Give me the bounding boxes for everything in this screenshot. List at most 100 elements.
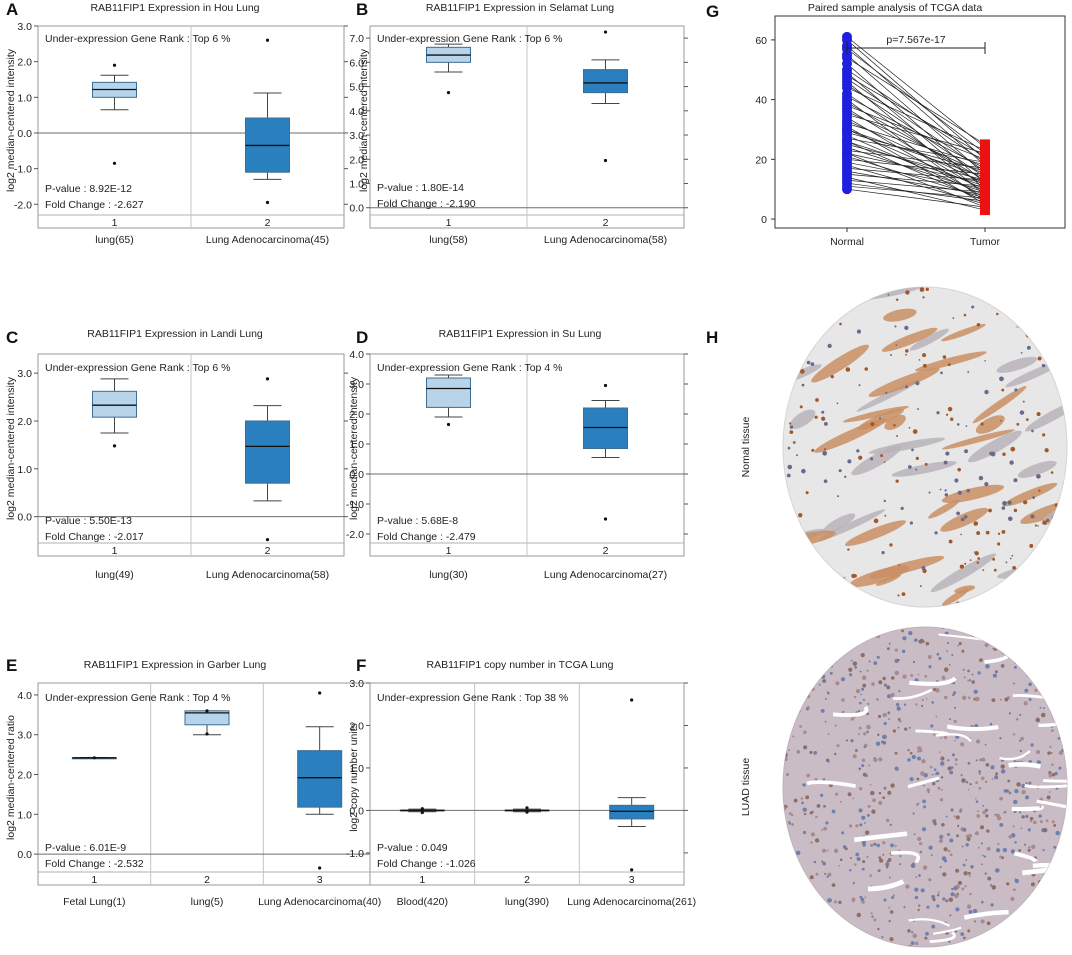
outlier-point bbox=[603, 158, 608, 163]
tumor-cell bbox=[930, 724, 934, 728]
tumor-cell bbox=[1060, 942, 1065, 947]
tumor-cell bbox=[779, 784, 781, 786]
stained-cell bbox=[905, 385, 908, 389]
stained-cell bbox=[883, 461, 886, 463]
tumor-cell bbox=[1027, 828, 1031, 832]
stained-cell bbox=[919, 287, 925, 292]
tumor-cell bbox=[840, 630, 843, 632]
chart-title: RAB11FIP1 Expression in Garber Lung bbox=[84, 659, 267, 671]
tumor-cell bbox=[951, 653, 954, 656]
tissue-strand bbox=[1003, 482, 1058, 507]
y-tick-label: 0.0 bbox=[349, 469, 364, 481]
tumor-cell bbox=[959, 810, 962, 813]
tumor-cell bbox=[1007, 779, 1011, 783]
tumor-cell bbox=[948, 664, 951, 666]
tumor-cell bbox=[1012, 825, 1015, 828]
tumor-cell bbox=[1013, 665, 1017, 669]
tissue-strand bbox=[972, 386, 1027, 424]
tumor-cell bbox=[875, 741, 881, 746]
tumor-cell bbox=[1008, 712, 1011, 715]
stained-cell bbox=[978, 475, 984, 481]
tumor-cell bbox=[1064, 695, 1067, 700]
stained-cell bbox=[909, 521, 913, 525]
tumor-cell bbox=[806, 665, 811, 671]
tumor-cell bbox=[886, 685, 891, 690]
stained-cell bbox=[947, 406, 953, 412]
tumor-cell bbox=[983, 942, 987, 945]
tumor-cell bbox=[892, 729, 897, 733]
group-index-label: 2 bbox=[603, 545, 609, 557]
tumor-cell bbox=[801, 678, 804, 682]
tumor-cell bbox=[950, 808, 954, 812]
stained-cell bbox=[898, 564, 901, 567]
tumor-cell bbox=[842, 845, 847, 849]
tumor-cell bbox=[1027, 846, 1031, 849]
outlier-point bbox=[318, 691, 322, 695]
stained-cell bbox=[1032, 496, 1036, 499]
stromal-cleft bbox=[935, 733, 972, 742]
tumor-cell bbox=[986, 921, 991, 926]
stained-cell bbox=[823, 448, 827, 451]
tumor-cell bbox=[1020, 653, 1026, 659]
stained-cell bbox=[918, 358, 921, 361]
tumor-cell bbox=[949, 914, 952, 917]
stromal-cleft bbox=[853, 831, 908, 843]
stained-cell bbox=[990, 451, 996, 457]
tumor-cell bbox=[914, 887, 919, 892]
tumor-cell bbox=[792, 637, 795, 640]
tumor-cell bbox=[995, 772, 999, 776]
stained-cell bbox=[1068, 463, 1070, 465]
tumor-cell bbox=[792, 630, 796, 634]
tumor-cell bbox=[975, 739, 981, 744]
tumor-cell bbox=[873, 757, 876, 759]
stained-cell bbox=[985, 530, 990, 535]
tumor-cell bbox=[936, 904, 940, 908]
stained-cell bbox=[963, 515, 968, 519]
tumor-cell bbox=[883, 683, 887, 687]
stained-cell bbox=[787, 464, 793, 470]
tumor-cell bbox=[885, 862, 890, 867]
stained-cell bbox=[898, 609, 900, 611]
stained-cell bbox=[1046, 518, 1050, 523]
tumor-cell bbox=[814, 892, 819, 898]
tissue-strand bbox=[845, 520, 906, 547]
tumor-cell bbox=[824, 698, 827, 700]
stained-cell bbox=[1009, 460, 1014, 465]
stained-cell bbox=[847, 548, 850, 551]
tumor-cell bbox=[835, 928, 838, 931]
tumor-cell bbox=[912, 862, 915, 865]
tumor-cell bbox=[955, 627, 959, 629]
tumor-cell bbox=[954, 893, 959, 899]
tumor-cell bbox=[882, 712, 887, 718]
tumor-point bbox=[980, 181, 990, 192]
group-name-label: lung(65) bbox=[95, 234, 134, 246]
stained-cell bbox=[976, 531, 981, 536]
tumor-cell bbox=[861, 675, 867, 681]
tumor-cell bbox=[855, 852, 860, 857]
tumor-cell bbox=[802, 807, 807, 812]
y-tick-label: -2.0 bbox=[14, 199, 32, 211]
tumor-cell bbox=[914, 895, 919, 900]
tumor-cell bbox=[949, 718, 952, 721]
tumor-cell bbox=[815, 872, 819, 876]
tumor-cell bbox=[936, 893, 940, 897]
tumor-cell bbox=[839, 918, 842, 921]
stained-cell bbox=[787, 446, 791, 450]
tissue-strand bbox=[941, 323, 986, 342]
tumor-cell bbox=[964, 885, 967, 888]
x-label-tumor: Tumor bbox=[970, 236, 1000, 248]
tumor-cell bbox=[1063, 639, 1066, 642]
tumor-cell bbox=[980, 919, 985, 924]
tumor-cell bbox=[945, 650, 949, 653]
tumor-cell bbox=[1067, 659, 1069, 661]
tumor-cell bbox=[1024, 688, 1029, 693]
tumor-cell bbox=[985, 946, 988, 947]
outlier-point bbox=[265, 200, 270, 205]
tumor-cell bbox=[999, 822, 1004, 827]
tumor-cell bbox=[1065, 750, 1067, 755]
stromal-cleft bbox=[963, 909, 1009, 920]
tumor-cell bbox=[1039, 658, 1044, 662]
panel-label-E: E bbox=[6, 656, 17, 675]
y-tick-label: 5.0 bbox=[349, 82, 364, 94]
stained-cell bbox=[830, 374, 834, 379]
